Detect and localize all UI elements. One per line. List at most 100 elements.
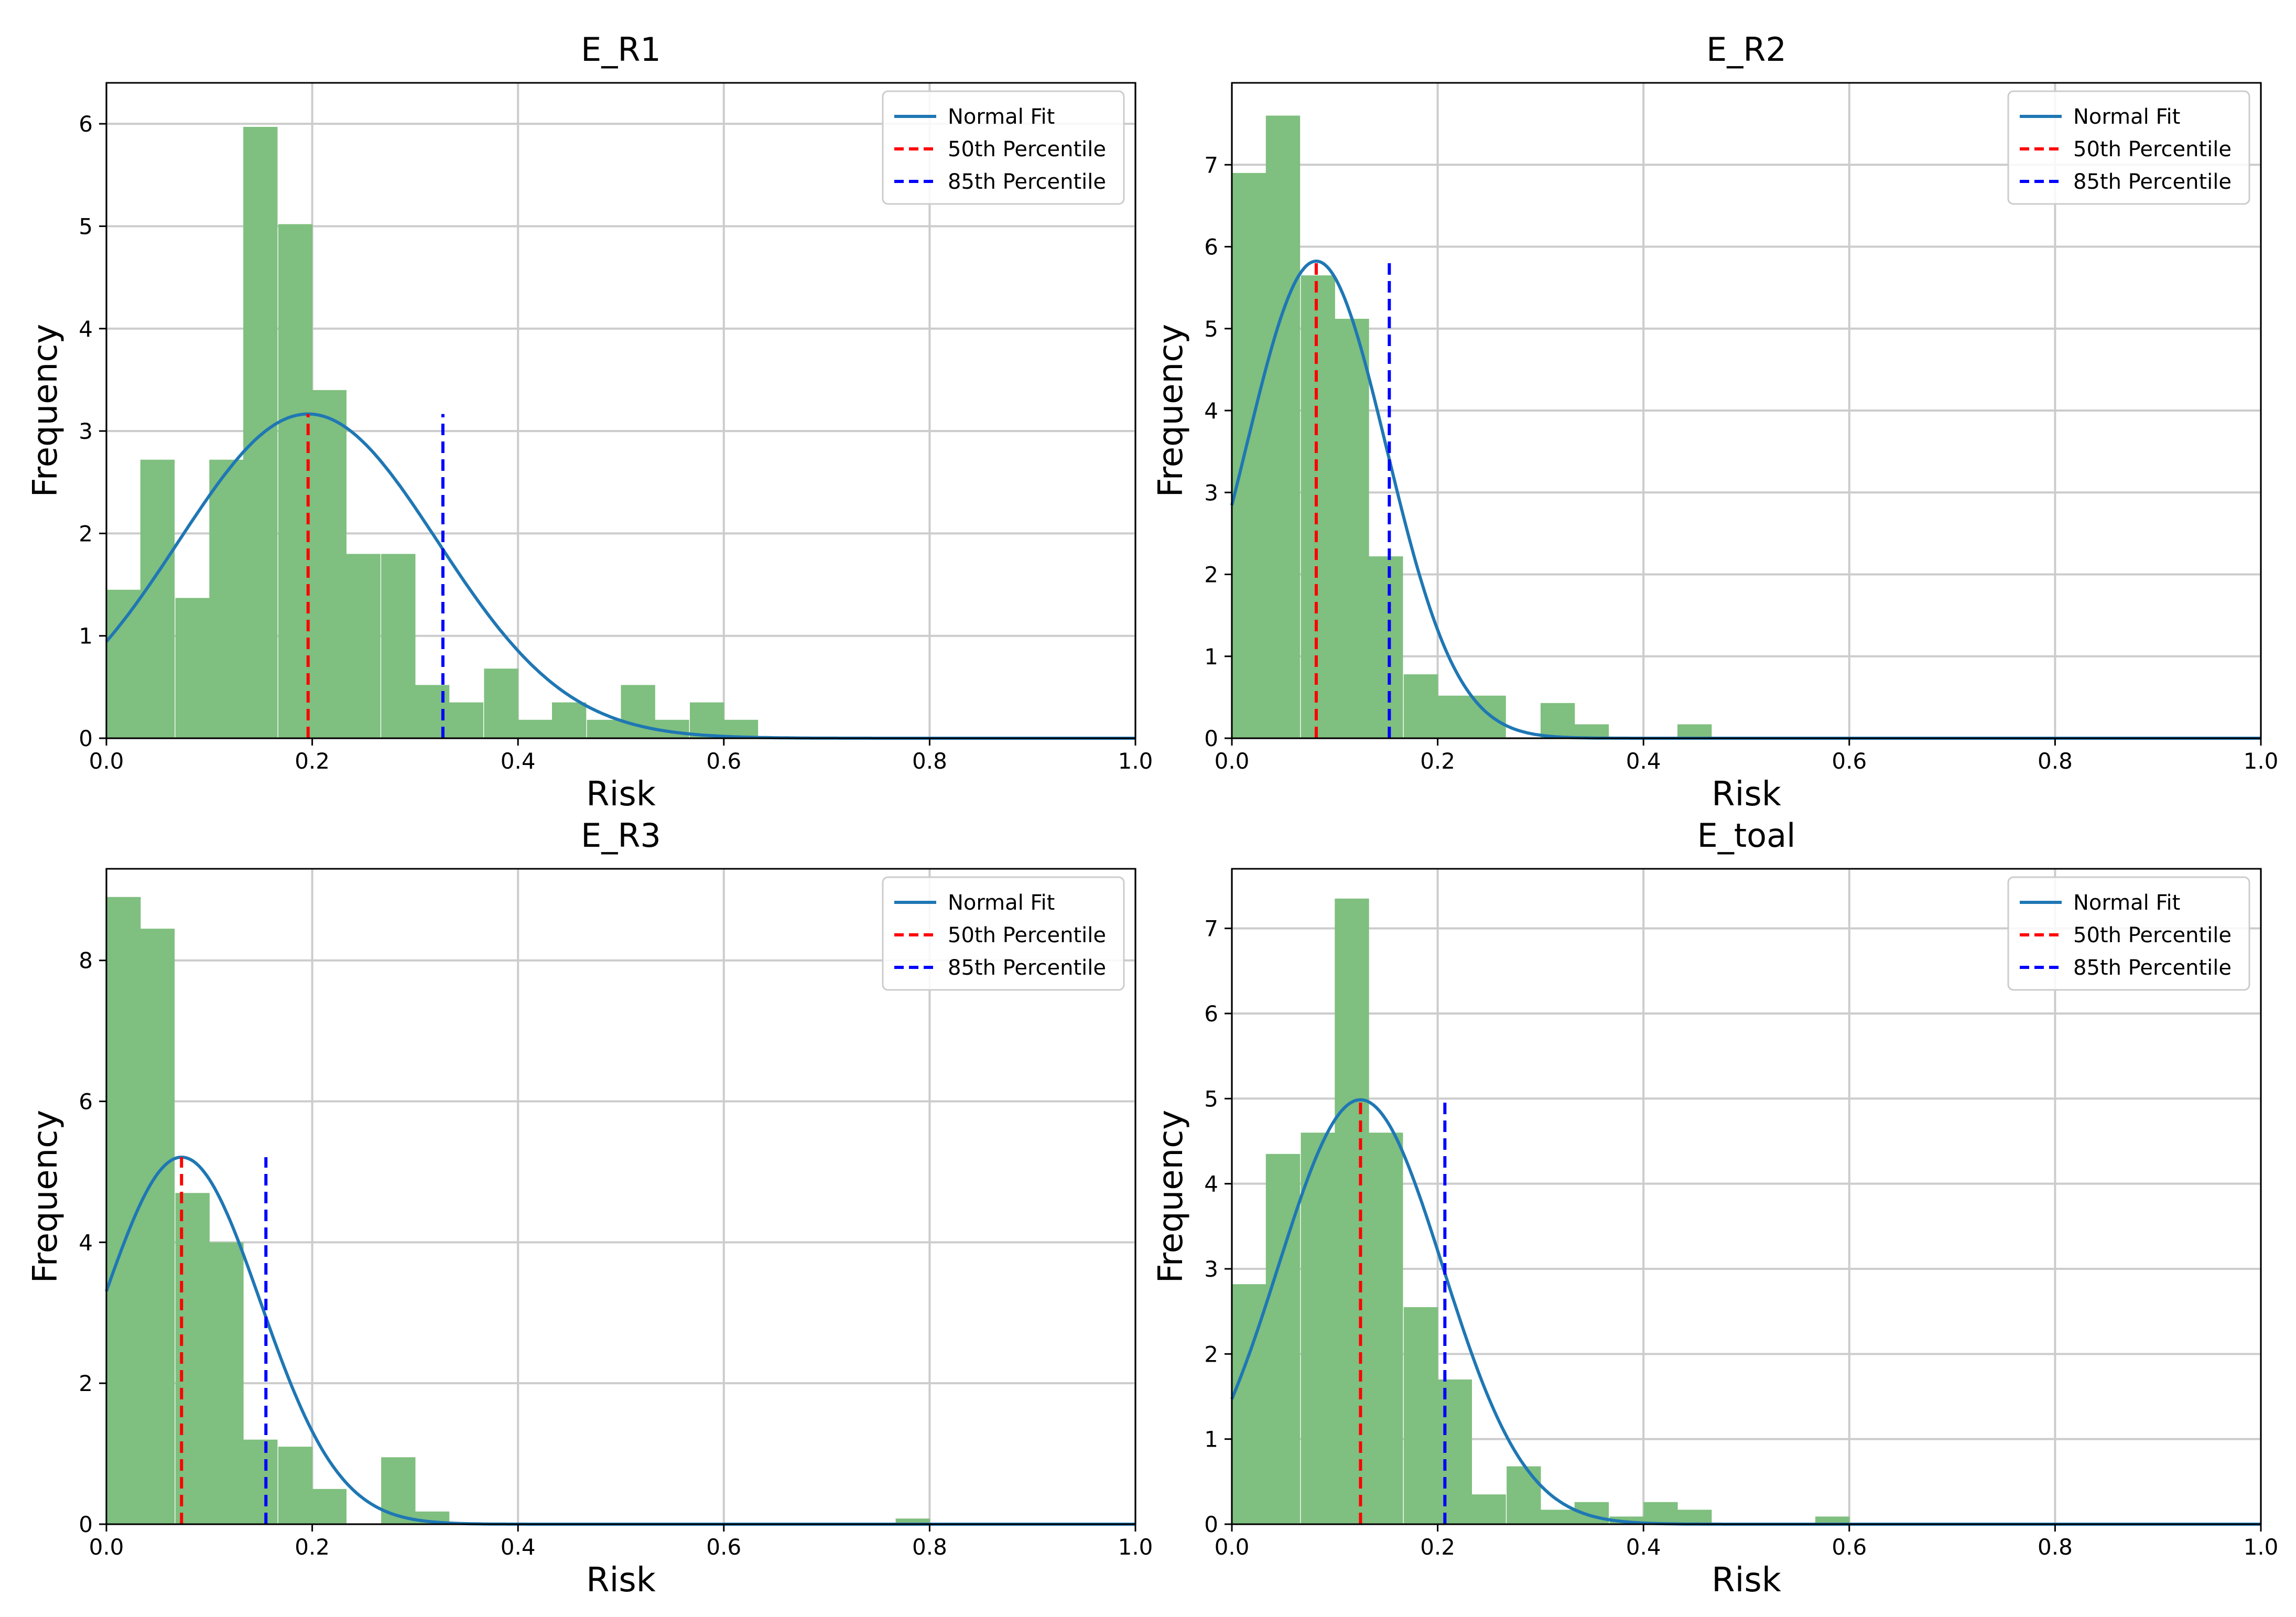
y-tick-label: 5 xyxy=(79,213,93,239)
histogram-bar xyxy=(587,719,622,738)
histogram-bar xyxy=(484,669,518,738)
y-tick-label: 6 xyxy=(79,111,93,137)
histogram-bar xyxy=(518,719,553,738)
chart-title: E_R3 xyxy=(581,816,661,855)
chart-panel-3: 0.0 0.2 0.4 0.6 0.8 1.0 0 2 4 6 8 E_R3 Risk Frequency… xyxy=(26,816,1153,1600)
y-tick-label: 0 xyxy=(1204,1512,1218,1537)
histogram-bar xyxy=(1301,1133,1335,1524)
x-tick-label: 0.2 xyxy=(1420,748,1455,774)
x-tick-label: 1.0 xyxy=(2244,1534,2279,1560)
y-tick-label: 5 xyxy=(1204,1086,1218,1112)
histogram-bar xyxy=(312,390,346,738)
histogram-bar xyxy=(381,1457,416,1524)
legend-label: Normal Fit xyxy=(948,105,1055,129)
histogram-bar xyxy=(1540,703,1575,738)
legend-label: 50th Percentile xyxy=(2073,137,2232,161)
x-tick-label: 0.0 xyxy=(1215,748,1250,774)
histogram-bar xyxy=(209,1242,244,1524)
chart-title: E_toal xyxy=(1697,816,1796,855)
y-tick-label: 4 xyxy=(1204,1171,1218,1197)
histogram-bar xyxy=(381,554,416,738)
x-tick-label: 0.8 xyxy=(2038,748,2073,774)
x-tick-label: 0.0 xyxy=(1215,1534,1250,1560)
histogram-bar xyxy=(1677,724,1712,738)
histogram-bar xyxy=(1403,1307,1438,1524)
y-tick-label: 4 xyxy=(79,316,93,342)
x-tick-label: 0.0 xyxy=(89,1534,124,1560)
x-tick-label: 0.2 xyxy=(295,1534,330,1560)
legend-label: 50th Percentile xyxy=(2073,923,2232,947)
x-axis-label: Risk xyxy=(1712,1561,1781,1600)
legend-label: Normal Fit xyxy=(948,891,1055,915)
legend-label: 50th Percentile xyxy=(948,923,1106,947)
x-axis-label: Risk xyxy=(586,775,656,814)
legend: Normal Fit 50th Percentile 85th Percentile xyxy=(2007,876,2250,991)
y-tick-label: 1 xyxy=(1204,644,1218,670)
histogram-bar xyxy=(690,702,724,738)
y-axis-label: Frequency xyxy=(1152,1110,1190,1284)
histogram-bar xyxy=(1232,173,1266,738)
chart-panel-1: 0.0 0.2 0.4 0.6 0.8 1.0 0 1 2 3 4 5 6 E_R1 Risk Frequen… xyxy=(26,30,1153,814)
x-tick-label: 0.2 xyxy=(295,748,330,774)
legend: Normal Fit 50th Percentile 85th Percentile xyxy=(2007,90,2250,205)
y-tick-label: 2 xyxy=(1204,562,1218,588)
y-tick-label: 4 xyxy=(79,1230,93,1255)
legend: Normal Fit 50th Percentile 85th Percentile xyxy=(882,90,1125,205)
histogram-bar xyxy=(1369,1133,1403,1524)
legend-label: 85th Percentile xyxy=(2073,956,2232,980)
legend: Normal Fit 50th Percentile 85th Percentile xyxy=(882,876,1125,991)
y-tick-label: 1 xyxy=(1204,1427,1218,1452)
histogram-bar xyxy=(1265,115,1301,738)
y-tick-label: 3 xyxy=(79,418,93,444)
histogram-bar xyxy=(449,702,484,738)
x-tick-label: 0.4 xyxy=(501,1534,536,1560)
legend-box xyxy=(882,876,1125,991)
histogram-bar xyxy=(140,929,175,1524)
x-tick-label: 0.8 xyxy=(2038,1534,2073,1560)
x-tick-label: 1.0 xyxy=(1118,748,1153,774)
legend-label: 85th Percentile xyxy=(948,170,1106,194)
legend-box xyxy=(882,90,1125,205)
histogram-bar xyxy=(106,589,141,738)
y-axis-label: Frequency xyxy=(1152,324,1190,498)
x-tick-label: 0.0 xyxy=(89,748,124,774)
y-axis-label: Frequency xyxy=(26,1110,65,1284)
legend-box xyxy=(2007,90,2250,205)
x-tick-label: 0.4 xyxy=(1626,748,1661,774)
y-tick-label: 6 xyxy=(79,1089,93,1115)
histogram-bar xyxy=(1403,674,1438,738)
histogram-bar xyxy=(175,598,210,738)
histogram-bar xyxy=(621,685,655,738)
y-tick-label: 2 xyxy=(79,1371,93,1396)
histogram-bar xyxy=(1265,1154,1301,1524)
histogram-bar xyxy=(1335,319,1369,738)
legend-label: Normal Fit xyxy=(2073,891,2180,915)
x-tick-label: 1.0 xyxy=(1118,1534,1153,1560)
histogram-bar xyxy=(1574,724,1609,738)
histogram-bar xyxy=(278,1447,313,1524)
legend-label: 85th Percentile xyxy=(2073,170,2232,194)
x-axis-label: Risk xyxy=(1712,775,1781,814)
histogram-bar xyxy=(1815,1516,1850,1524)
y-tick-label: 6 xyxy=(1204,234,1218,260)
histogram-bar xyxy=(1540,1510,1575,1524)
histogram-bar xyxy=(1471,1494,1506,1524)
legend-label: Normal Fit xyxy=(2073,105,2180,129)
x-tick-label: 0.8 xyxy=(912,1534,947,1560)
histogram-bar xyxy=(1677,1510,1712,1524)
y-tick-label: 0 xyxy=(79,726,93,751)
y-tick-label: 6 xyxy=(1204,1001,1218,1027)
histogram-bar xyxy=(551,702,587,738)
y-axis-label: Frequency xyxy=(26,324,65,498)
histogram-bar xyxy=(1437,695,1472,738)
histogram-bar xyxy=(140,459,175,738)
y-tick-label: 2 xyxy=(1204,1341,1218,1367)
x-tick-label: 0.4 xyxy=(1626,1534,1661,1560)
axes-frame xyxy=(105,82,1136,739)
histogram-bar xyxy=(243,1439,278,1524)
histogram-bar xyxy=(106,897,141,1524)
y-tick-label: 7 xyxy=(1204,916,1218,942)
histogram-bar xyxy=(1507,1466,1541,1524)
y-tick-label: 1 xyxy=(79,623,93,649)
